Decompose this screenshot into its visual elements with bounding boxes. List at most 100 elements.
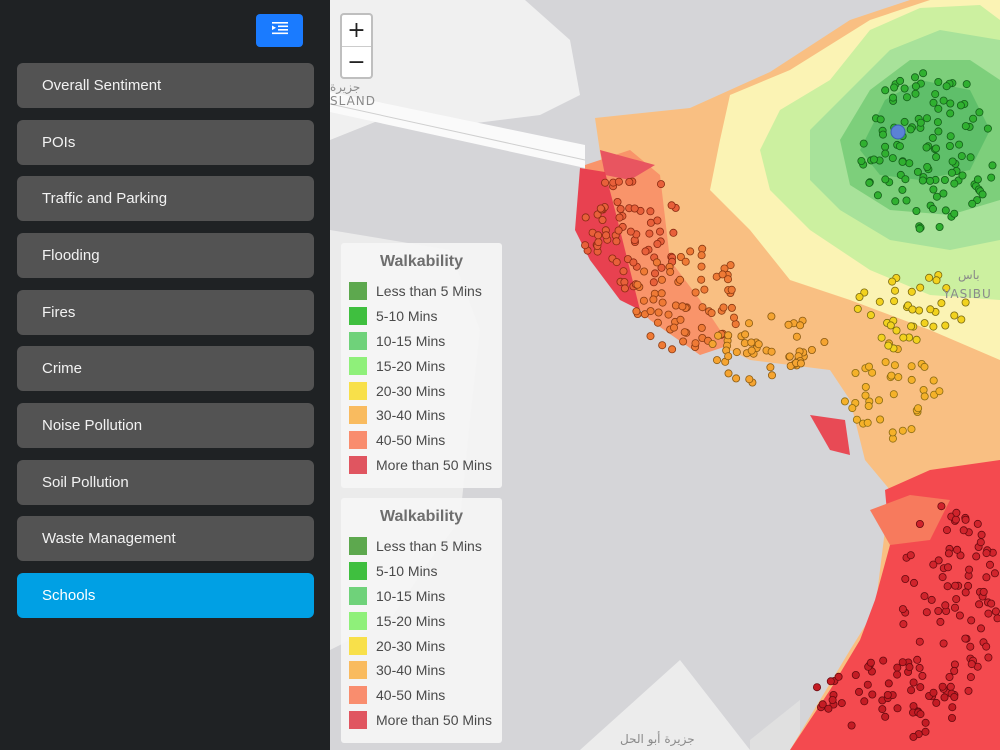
school-marker[interactable] — [915, 520, 924, 529]
school-marker[interactable] — [852, 415, 861, 424]
school-marker[interactable] — [943, 582, 952, 591]
school-marker[interactable] — [973, 175, 982, 184]
school-marker[interactable] — [680, 328, 689, 337]
sidebar-toggle-button[interactable] — [256, 14, 303, 47]
sidebar-item-crime[interactable]: Crime — [17, 346, 314, 391]
school-marker[interactable] — [951, 581, 960, 590]
school-marker[interactable] — [912, 206, 921, 215]
school-marker[interactable] — [987, 173, 996, 182]
school-marker[interactable] — [626, 227, 635, 236]
school-marker[interactable] — [941, 601, 950, 610]
school-marker[interactable] — [875, 396, 884, 405]
school-marker[interactable] — [966, 673, 975, 682]
sidebar-item-overall-sentiment[interactable]: Overall Sentiment — [17, 63, 314, 108]
school-marker[interactable] — [745, 375, 754, 384]
school-marker[interactable] — [982, 642, 991, 651]
school-marker[interactable] — [915, 663, 924, 672]
school-marker[interactable] — [581, 213, 590, 222]
school-marker[interactable] — [976, 538, 985, 547]
school-marker[interactable] — [912, 335, 921, 344]
school-marker[interactable] — [615, 213, 624, 222]
school-marker[interactable] — [679, 337, 688, 346]
school-marker[interactable] — [754, 340, 763, 349]
school-marker[interactable] — [918, 176, 927, 185]
school-marker[interactable] — [864, 401, 873, 410]
school-marker[interactable] — [890, 83, 899, 92]
school-marker[interactable] — [747, 346, 756, 355]
school-marker[interactable] — [613, 197, 622, 206]
school-marker[interactable] — [855, 292, 864, 301]
school-marker[interactable] — [900, 117, 909, 126]
school-marker[interactable] — [921, 718, 930, 727]
school-marker[interactable] — [950, 666, 959, 675]
school-marker[interactable] — [901, 575, 910, 584]
school-marker[interactable] — [697, 323, 706, 332]
school-marker[interactable] — [961, 588, 970, 597]
school-marker[interactable] — [678, 302, 687, 311]
school-marker[interactable] — [919, 69, 928, 78]
school-marker[interactable] — [942, 82, 951, 91]
school-marker[interactable] — [873, 191, 882, 200]
school-marker[interactable] — [946, 99, 955, 108]
school-marker[interactable] — [966, 642, 975, 651]
school-marker[interactable] — [911, 82, 920, 91]
school-marker[interactable] — [991, 607, 1000, 616]
school-marker[interactable] — [657, 289, 666, 298]
school-marker[interactable] — [853, 304, 862, 313]
school-marker[interactable] — [931, 90, 940, 99]
school-marker[interactable] — [614, 177, 623, 186]
school-marker[interactable] — [855, 687, 864, 696]
school-marker[interactable] — [934, 607, 943, 616]
school-marker[interactable] — [602, 231, 611, 240]
school-marker[interactable] — [840, 397, 849, 406]
school-marker[interactable] — [915, 637, 924, 646]
school-marker[interactable] — [950, 179, 959, 188]
school-marker[interactable] — [887, 371, 896, 380]
school-marker[interactable] — [792, 332, 801, 341]
school-marker[interactable] — [907, 375, 916, 384]
school-marker[interactable] — [983, 124, 992, 133]
school-marker[interactable] — [902, 196, 911, 205]
school-marker[interactable] — [895, 142, 904, 151]
school-marker[interactable] — [818, 700, 827, 709]
school-marker[interactable] — [913, 655, 922, 664]
school-marker[interactable] — [932, 192, 941, 201]
school-marker[interactable] — [929, 98, 938, 107]
school-marker[interactable] — [881, 175, 890, 184]
school-marker[interactable] — [923, 162, 932, 171]
school-marker[interactable] — [893, 663, 902, 672]
school-marker[interactable] — [977, 530, 986, 539]
school-marker[interactable] — [978, 190, 987, 199]
sidebar-item-flooding[interactable]: Flooding — [17, 233, 314, 278]
zoom-in-button[interactable]: + — [342, 15, 371, 47]
school-marker[interactable] — [697, 251, 706, 260]
school-marker[interactable] — [903, 93, 912, 102]
school-marker[interactable] — [848, 404, 857, 413]
school-marker[interactable] — [875, 297, 884, 306]
school-marker[interactable] — [868, 690, 877, 699]
school-marker[interactable] — [879, 656, 888, 665]
school-marker[interactable] — [945, 141, 954, 150]
school-marker[interactable] — [982, 573, 991, 582]
school-marker[interactable] — [596, 204, 605, 213]
school-marker[interactable] — [966, 153, 975, 162]
school-marker[interactable] — [941, 321, 950, 330]
school-marker[interactable] — [905, 159, 914, 168]
school-marker[interactable] — [653, 318, 662, 327]
school-marker[interactable] — [686, 247, 695, 256]
school-marker[interactable] — [907, 322, 916, 331]
school-marker[interactable] — [950, 311, 959, 320]
school-marker[interactable] — [876, 415, 885, 424]
school-marker[interactable] — [920, 319, 929, 328]
school-marker[interactable] — [640, 267, 649, 276]
school-marker[interactable] — [945, 673, 954, 682]
school-marker[interactable] — [939, 639, 948, 648]
school-marker[interactable] — [881, 142, 890, 151]
school-marker[interactable] — [883, 691, 892, 700]
school-marker[interactable] — [968, 199, 977, 208]
school-marker[interactable] — [654, 308, 663, 317]
school-marker[interactable] — [946, 132, 955, 141]
school-marker[interactable] — [632, 307, 641, 316]
school-marker[interactable] — [946, 682, 955, 691]
school-marker[interactable] — [929, 322, 938, 331]
